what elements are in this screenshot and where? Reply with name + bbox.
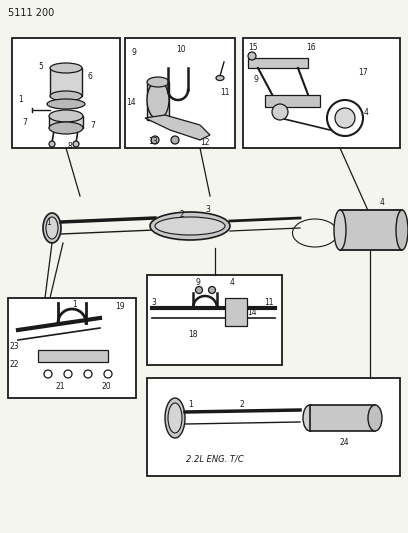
- Text: 17: 17: [358, 68, 368, 77]
- Circle shape: [151, 136, 159, 144]
- Text: 13: 13: [148, 137, 157, 146]
- Ellipse shape: [49, 110, 83, 122]
- Text: 18: 18: [188, 330, 197, 339]
- Bar: [225, 298, 247, 326]
- Text: 3: 3: [151, 298, 156, 307]
- Text: 7: 7: [90, 121, 95, 130]
- Bar: [38, 350, 108, 362]
- Circle shape: [335, 108, 355, 128]
- Bar: [147, 275, 282, 365]
- Bar: [12, 38, 120, 148]
- Text: 1: 1: [188, 400, 193, 409]
- Text: 10: 10: [176, 45, 186, 54]
- Text: 7: 7: [22, 118, 27, 127]
- Bar: [49, 116, 83, 128]
- Ellipse shape: [216, 76, 224, 80]
- Bar: [310, 405, 375, 431]
- Circle shape: [84, 370, 92, 378]
- Text: 6: 6: [88, 72, 93, 81]
- Text: 4: 4: [380, 198, 385, 207]
- Text: 1: 1: [46, 218, 51, 227]
- Text: 12: 12: [200, 138, 209, 147]
- Circle shape: [248, 52, 256, 60]
- Ellipse shape: [168, 403, 182, 433]
- Circle shape: [327, 100, 363, 136]
- Text: 19: 19: [115, 302, 124, 311]
- Bar: [265, 95, 320, 107]
- Circle shape: [171, 136, 179, 144]
- Ellipse shape: [303, 405, 317, 431]
- Ellipse shape: [165, 398, 185, 438]
- Circle shape: [44, 370, 52, 378]
- Circle shape: [73, 141, 79, 147]
- Bar: [125, 38, 235, 148]
- Ellipse shape: [368, 405, 382, 431]
- Text: 14: 14: [247, 308, 257, 317]
- Text: 9: 9: [253, 75, 258, 84]
- Ellipse shape: [150, 212, 230, 240]
- Ellipse shape: [46, 217, 58, 239]
- Text: 5111 200: 5111 200: [8, 8, 54, 18]
- Bar: [8, 298, 136, 398]
- Ellipse shape: [47, 99, 85, 109]
- Bar: [340, 210, 402, 250]
- Text: 11: 11: [264, 298, 273, 307]
- Text: 16: 16: [306, 43, 316, 52]
- Text: 9: 9: [195, 278, 200, 287]
- Polygon shape: [145, 115, 210, 140]
- Text: 24: 24: [340, 438, 350, 447]
- Bar: [248, 58, 308, 68]
- Text: 9: 9: [131, 48, 136, 57]
- Circle shape: [64, 370, 72, 378]
- Text: 5: 5: [38, 62, 43, 71]
- Text: 20: 20: [102, 382, 112, 391]
- Text: 2.2L ENG. T/C: 2.2L ENG. T/C: [186, 455, 244, 464]
- Text: 23: 23: [10, 342, 20, 351]
- Text: 4: 4: [364, 108, 369, 117]
- Bar: [147, 378, 400, 476]
- Ellipse shape: [334, 210, 346, 250]
- Text: 3: 3: [205, 205, 210, 214]
- Text: 1: 1: [72, 300, 77, 309]
- Bar: [243, 38, 400, 148]
- Text: 2: 2: [180, 210, 185, 219]
- Text: 21: 21: [55, 382, 64, 391]
- Text: 11: 11: [220, 88, 229, 97]
- Circle shape: [272, 104, 288, 120]
- Circle shape: [49, 141, 55, 147]
- Ellipse shape: [155, 217, 225, 235]
- Ellipse shape: [43, 213, 61, 243]
- Circle shape: [208, 287, 215, 294]
- Ellipse shape: [147, 81, 169, 119]
- Text: 1: 1: [18, 95, 23, 104]
- Ellipse shape: [50, 63, 82, 73]
- Bar: [147, 82, 169, 120]
- Text: 22: 22: [10, 360, 20, 369]
- Ellipse shape: [147, 77, 169, 87]
- Bar: [50, 68, 82, 96]
- Text: 2: 2: [240, 400, 245, 409]
- Ellipse shape: [50, 91, 82, 101]
- Circle shape: [104, 370, 112, 378]
- Text: 14: 14: [126, 98, 135, 107]
- Text: 4: 4: [230, 278, 235, 287]
- Ellipse shape: [49, 122, 83, 134]
- Circle shape: [195, 287, 202, 294]
- Text: 15: 15: [248, 43, 257, 52]
- Text: 8: 8: [68, 142, 73, 151]
- Ellipse shape: [396, 210, 408, 250]
